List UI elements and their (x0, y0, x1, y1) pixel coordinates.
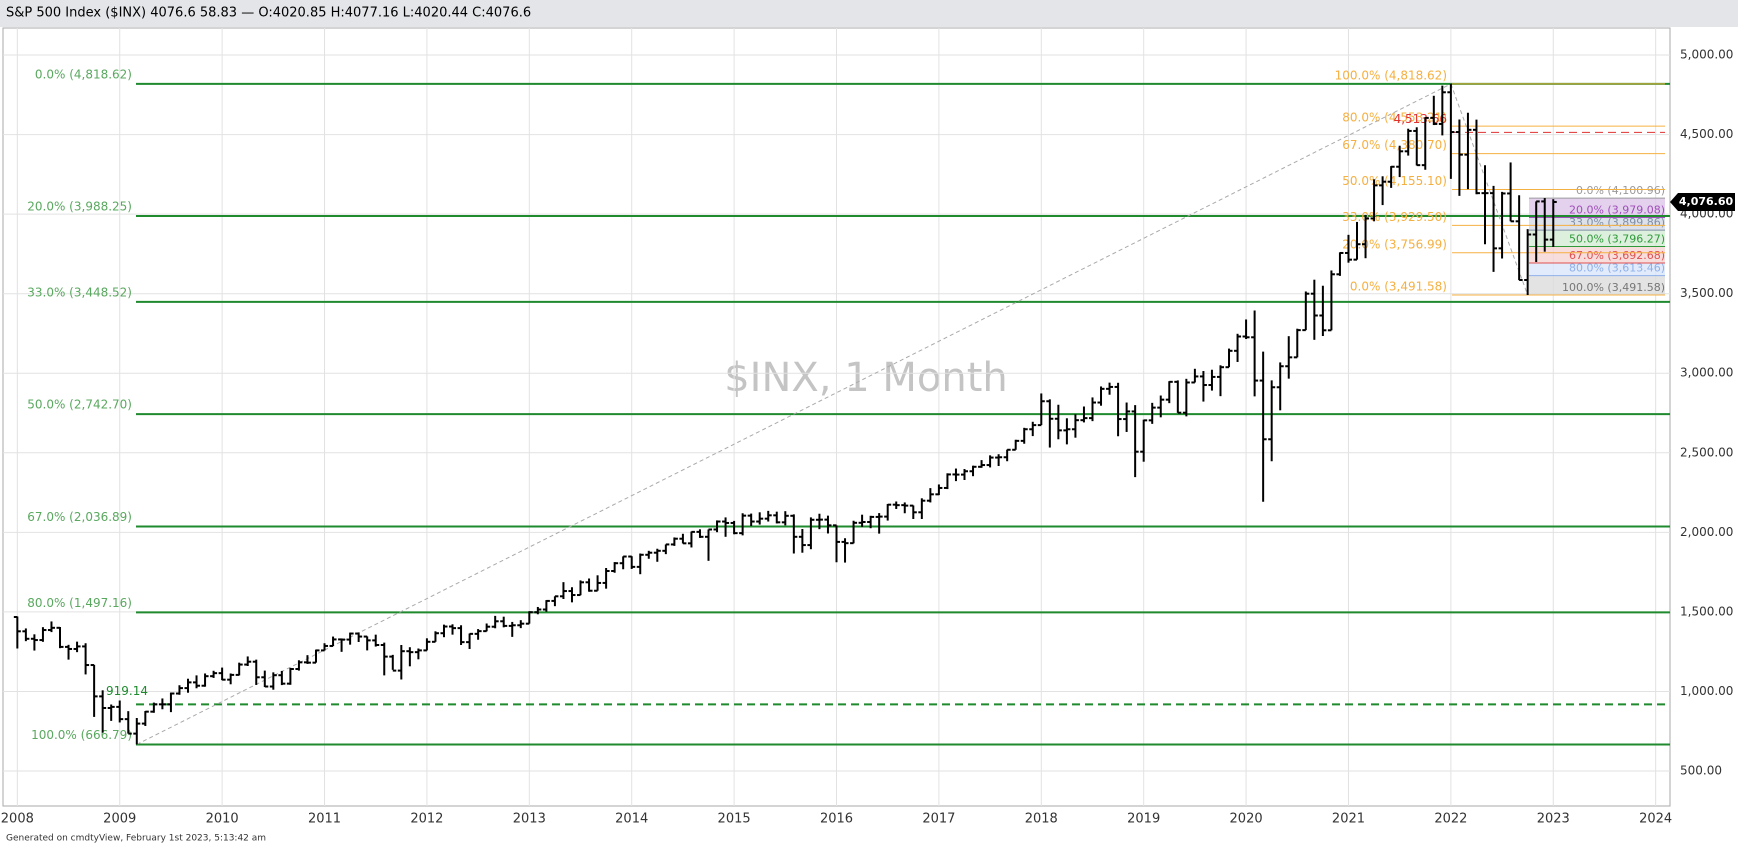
fib-label: 50.0% (3,796.27) (1569, 233, 1665, 246)
h-line-label: 919.14 (106, 684, 148, 698)
fib-label: 100.0% (3,491.58) (1562, 281, 1665, 294)
fib-label: 0.0% (3,491.58) (1350, 280, 1447, 294)
x-tick-label: 2019 (1127, 812, 1160, 827)
y-tick-label: 1,500.00 (1680, 604, 1733, 618)
chart-title: S&P 500 Index ($INX) 4076.6 58.83 — O:40… (6, 6, 531, 21)
x-tick-label: 2015 (718, 812, 751, 827)
fib-zone (1529, 230, 1665, 247)
fib-label: 100.0% (666.79) (31, 728, 132, 742)
x-tick-label: 2024 (1639, 812, 1672, 827)
y-tick-label: 3,000.00 (1680, 366, 1733, 380)
fib-label: 20.0% (3,756.99) (1342, 237, 1447, 251)
y-tick-label: 4,500.00 (1680, 127, 1733, 141)
x-tick-label: 2023 (1537, 812, 1570, 827)
y-tick-label: 500.00 (1680, 763, 1722, 777)
fib-label: 33.0% (3,899.86) (1569, 216, 1665, 229)
x-tick-label: 2020 (1230, 812, 1263, 827)
x-tick-label: 2014 (615, 812, 648, 827)
x-tick-label: 2009 (103, 812, 136, 827)
x-tick-label: 2013 (513, 812, 546, 827)
fib-label: 50.0% (2,742.70) (27, 398, 132, 412)
footer: Generated on cmdtyView, February 1st 202… (6, 834, 266, 844)
fib-zone (1529, 275, 1665, 296)
fib-label: 100.0% (4,818.62) (1335, 68, 1447, 82)
fib-zone (1529, 198, 1665, 218)
watermark: $INX, 1 Month (724, 355, 1008, 401)
x-tick-label: 2008 (1, 812, 34, 827)
header-bar (0, 0, 1738, 27)
x-tick-label: 2022 (1434, 812, 1467, 827)
x-tick-label: 2021 (1332, 812, 1365, 827)
fib-label: 50.0% (4,155.10) (1342, 174, 1447, 188)
fib-label: 67.0% (4,380.70) (1342, 138, 1447, 152)
fib-label: 33.0% (3,929.50) (1342, 210, 1447, 224)
y-tick-label: 2,500.00 (1680, 445, 1733, 459)
fib-zone (1529, 263, 1665, 276)
x-tick-label: 2018 (1025, 812, 1058, 827)
y-tick-label: 2,000.00 (1680, 525, 1733, 539)
fib-zone (1529, 217, 1665, 231)
fib-label: 20.0% (3,979.08) (1569, 203, 1665, 216)
trend-line (1450, 83, 1529, 296)
fib-label: 67.0% (2,036.89) (27, 510, 132, 524)
x-tick-label: 2011 (308, 812, 341, 827)
x-tick-label: 2012 (410, 812, 443, 827)
fib-label: 80.0% (1,497.16) (27, 596, 132, 610)
fib-label: 67.0% (3,692.68) (1569, 249, 1665, 262)
fib-label: 80.0% (3,613.46) (1569, 262, 1665, 275)
fib-label: 80.0% (4,553.21) (1342, 111, 1447, 125)
fib-label: 0.0% (4,100.96) (1576, 184, 1665, 197)
y-tick-label: 5,000.00 (1680, 48, 1733, 62)
fib-label: 33.0% (3,448.52) (27, 285, 132, 299)
x-tick-label: 2017 (922, 812, 955, 827)
price-tag (1670, 192, 1735, 211)
y-tick-label: 3,500.00 (1680, 286, 1733, 300)
price-tag-label: 4,076.60 (1679, 195, 1734, 208)
fib-label: 0.0% (4,818.62) (35, 67, 132, 81)
fib-zone (1529, 246, 1665, 264)
x-tick-label: 2010 (206, 812, 239, 827)
x-tick-label: 2016 (820, 812, 853, 827)
y-tick-label: 1,000.00 (1680, 684, 1733, 698)
fib-label: 20.0% (3,988.25) (27, 200, 132, 214)
